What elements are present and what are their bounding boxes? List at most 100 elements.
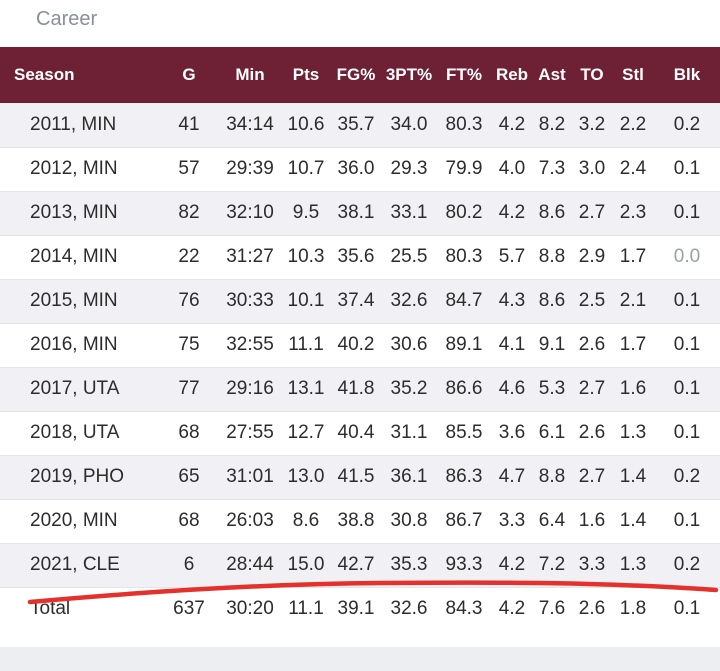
table-row: 2021, CLE 6 28:44 15.0 42.7 35.3 93.3 4.2 7.2 3.3… (0, 543, 720, 588)
stat-cell: 13.1 (282, 367, 330, 412)
stat-cell: 3.3 (492, 499, 532, 544)
stat-cell: 34:14 (218, 103, 282, 148)
column-header-min[interactable]: Min (235, 65, 265, 84)
column-header-to[interactable]: TO (580, 65, 604, 84)
stat-cell: 5.7 (492, 235, 532, 280)
stat-cell: 28:44 (218, 543, 282, 588)
stat-cell: 6 (160, 543, 218, 588)
season-cell: 2019, PHO (0, 455, 160, 500)
column-header-g[interactable]: G (182, 65, 196, 84)
stat-cell: 0.1 (654, 279, 720, 324)
column-header-season[interactable]: Season (14, 65, 75, 84)
column-header-3pt[interactable]: 3PT% (385, 65, 433, 84)
total-stat-cell: 2.6 (578, 598, 606, 620)
stat-cell: 1.3 (612, 411, 654, 456)
table-row: 2019, PHO 65 31:01 13.0 41.5 36.1 86.3 4.7 8.8 2.… (0, 455, 720, 500)
stat-cell: 1.3 (612, 543, 654, 588)
stat-cell: 38.1 (330, 191, 382, 236)
stat-cell: 33.1 (382, 191, 436, 236)
total-stat-cell: 637 (173, 598, 205, 620)
stat-cell: 0.1 (654, 191, 720, 236)
stat-cell: 0.0 (654, 235, 720, 280)
stat-cell: 10.6 (282, 103, 330, 148)
total-stat-cell: 4.2 (498, 598, 526, 620)
season-cell: 2015, MIN (0, 279, 160, 324)
stat-cell: 4.2 (492, 543, 532, 588)
stat-cell: 15.0 (282, 543, 330, 588)
table-row: 2020, MIN 68 26:03 8.6 38.8 30.8 86.7 3.3 6.4 1.6… (0, 499, 720, 544)
table-row: 2015, MIN 76 30:33 10.1 37.4 32.6 84.7 4.3 8.6 2.… (0, 279, 720, 324)
season-cell: 2018, UTA (0, 411, 160, 456)
stat-cell: 4.2 (492, 103, 532, 148)
stat-cell: 12.7 (282, 411, 330, 456)
stat-cell: 82 (160, 191, 218, 236)
stat-cell: 36.1 (382, 455, 436, 500)
column-header-ast[interactable]: Ast (538, 65, 566, 84)
stat-cell: 1.6 (572, 499, 612, 544)
total-label: Total (30, 598, 71, 620)
stat-cell: 11.1 (282, 323, 330, 368)
stat-cell: 68 (160, 411, 218, 456)
stat-cell: 0.1 (654, 411, 720, 456)
stat-cell: 29:16 (218, 367, 282, 412)
stat-cell: 30.6 (382, 323, 436, 368)
stat-cell: 26:03 (218, 499, 282, 544)
total-stat-cell: 84.3 (445, 598, 483, 620)
stat-cell: 37.4 (330, 279, 382, 324)
stat-cell: 32:55 (218, 323, 282, 368)
stat-cell: 31:01 (218, 455, 282, 500)
stat-cell: 30:33 (218, 279, 282, 324)
table-row: 2018, UTA 68 27:55 12.7 40.4 31.1 85.5 3.6 6.1 2.… (0, 411, 720, 456)
stat-cell: 35.6 (330, 235, 382, 280)
column-header-ft[interactable]: FT% (446, 65, 482, 84)
stat-cell: 0.1 (654, 323, 720, 368)
stat-cell: 2.6 (572, 411, 612, 456)
stat-cell: 89.1 (436, 323, 492, 368)
stat-cell: 84.7 (436, 279, 492, 324)
stat-cell: 0.1 (654, 499, 720, 544)
stat-cell: 40.2 (330, 323, 382, 368)
stat-cell: 0.2 (654, 103, 720, 148)
stat-cell: 35.3 (382, 543, 436, 588)
table-row: 2011, MIN 41 34:14 10.6 35.7 34.0 80.3 4.2 8.2 3.… (0, 103, 720, 148)
stat-cell: 2.6 (572, 323, 612, 368)
stat-cell: 8.8 (532, 455, 572, 500)
stat-cell: 10.3 (282, 235, 330, 280)
stat-cell: 9.1 (532, 323, 572, 368)
stat-cell: 7.2 (532, 543, 572, 588)
stat-cell: 86.3 (436, 455, 492, 500)
total-stat-cell: 1.8 (619, 598, 647, 620)
stat-cell: 30.8 (382, 499, 436, 544)
total-stat-cell: 39.1 (337, 598, 375, 620)
total-stat-cell: 0.1 (673, 598, 701, 620)
stat-cell: 4.1 (492, 323, 532, 368)
stat-cell: 80.3 (436, 103, 492, 148)
stat-cell: 6.4 (532, 499, 572, 544)
stat-cell: 32:10 (218, 191, 282, 236)
stat-cell: 38.8 (330, 499, 382, 544)
column-header-stl[interactable]: Stl (622, 65, 644, 84)
season-cell: 2020, MIN (0, 499, 160, 544)
stat-cell: 3.3 (572, 543, 612, 588)
stat-cell: 75 (160, 323, 218, 368)
season-cell: 2016, MIN (0, 323, 160, 368)
stat-cell: 1.7 (612, 323, 654, 368)
stat-cell: 0.1 (654, 147, 720, 192)
season-cell: 2021, CLE (0, 543, 160, 588)
total-stat-cell: 11.1 (288, 598, 324, 620)
stat-cell: 93.3 (436, 543, 492, 588)
stat-cell: 2.4 (612, 147, 654, 192)
column-header-reb[interactable]: Reb (495, 65, 529, 84)
column-header-blk[interactable]: Blk (673, 65, 701, 84)
stat-cell: 13.0 (282, 455, 330, 500)
season-cell: 2012, MIN (0, 147, 160, 192)
stat-cell: 2.3 (612, 191, 654, 236)
column-header-pts[interactable]: Pts (292, 65, 320, 84)
stat-cell: 29:39 (218, 147, 282, 192)
column-header-fg[interactable]: FG% (336, 65, 376, 84)
season-cell: 2017, UTA (0, 367, 160, 412)
stat-cell: 68 (160, 499, 218, 544)
table-row: 2012, MIN 57 29:39 10.7 36.0 29.3 79.9 4.0 7.3 3.… (0, 147, 720, 192)
stat-cell: 41.5 (330, 455, 382, 500)
stat-cell: 8.6 (532, 191, 572, 236)
